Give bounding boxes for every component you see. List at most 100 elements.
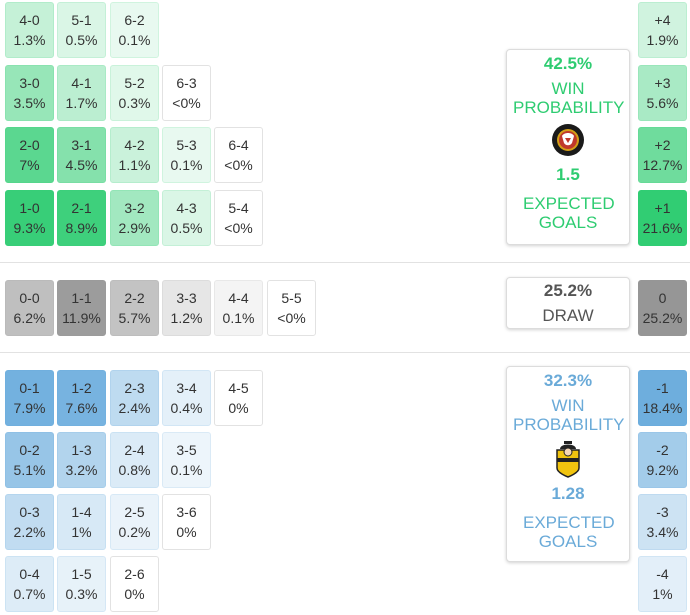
margin-cell: -3 3.4% bbox=[638, 494, 687, 550]
score-probability: 2.2% bbox=[13, 524, 46, 540]
score-probability: 0.1% bbox=[118, 32, 151, 48]
away-score-cell: 3-5 0.1% bbox=[162, 432, 211, 488]
section-divider bbox=[0, 352, 690, 353]
home-summary-card: 42.5% WIN PROBABILITY 1.5 EXPECTED GOALS bbox=[506, 49, 630, 245]
draw-score-cell: 0-0 6.2% bbox=[5, 280, 54, 336]
score-probability: 0.1% bbox=[170, 157, 203, 173]
away-club-crest-icon bbox=[556, 441, 580, 478]
score-label: 1-0 bbox=[19, 200, 40, 216]
score-label: 3-4 bbox=[176, 380, 197, 396]
score-probability: 0.5% bbox=[65, 32, 98, 48]
away-score-cell: 2-3 2.4% bbox=[110, 370, 159, 426]
score-probability: 7% bbox=[19, 157, 40, 173]
score-label: 3-0 bbox=[19, 75, 40, 91]
score-label: 0-1 bbox=[19, 380, 40, 396]
home-score-cell: 6-4 <0% bbox=[214, 127, 263, 183]
away-win-probability: 32.3% bbox=[543, 371, 593, 390]
margin-label: 0 bbox=[658, 290, 667, 306]
margin-probability: 9.2% bbox=[646, 462, 679, 478]
draw-score-cell: 3-3 1.2% bbox=[162, 280, 211, 336]
score-label: 1-1 bbox=[71, 290, 92, 306]
margin-probability: 1.9% bbox=[646, 32, 679, 48]
home-club-crest-icon bbox=[552, 124, 584, 156]
score-label: 3-3 bbox=[176, 290, 197, 306]
margin-cell: -4 1% bbox=[638, 556, 687, 612]
home-score-cell: 3-1 4.5% bbox=[57, 127, 106, 183]
draw-score-cell: 1-1 11.9% bbox=[57, 280, 106, 336]
home-score-cell: 2-1 8.9% bbox=[57, 190, 106, 246]
away-score-cell: 0-4 0.7% bbox=[5, 556, 54, 612]
score-label: 3-5 bbox=[176, 442, 197, 458]
margin-cell: -1 18.4% bbox=[638, 370, 687, 426]
score-label: 1-2 bbox=[71, 380, 92, 396]
score-label: 1-4 bbox=[71, 504, 92, 520]
away-score-cell: 2-4 0.8% bbox=[110, 432, 159, 488]
margin-probability: 25.2% bbox=[642, 310, 683, 326]
score-probability: 3.5% bbox=[13, 95, 46, 111]
score-probability: <0% bbox=[224, 220, 253, 236]
score-label: 0-3 bbox=[19, 504, 40, 520]
away-expected-goals: 1.28 bbox=[551, 484, 585, 503]
margin-probability: 12.7% bbox=[642, 157, 683, 173]
home-score-cell: 5-2 0.3% bbox=[110, 65, 159, 121]
score-probability: 0.2% bbox=[118, 524, 151, 540]
score-probability: 7.6% bbox=[65, 400, 98, 416]
draw-score-cell: 5-5 <0% bbox=[267, 280, 316, 336]
margin-probability: 1% bbox=[652, 586, 673, 602]
home-score-cell: 4-0 1.3% bbox=[5, 2, 54, 58]
home-score-cell: 6-3 <0% bbox=[162, 65, 211, 121]
score-probability: 1.2% bbox=[170, 310, 203, 326]
margin-label: +4 bbox=[654, 12, 671, 28]
score-label: 3-6 bbox=[176, 504, 197, 520]
score-probability: <0% bbox=[277, 310, 306, 326]
score-label: 4-4 bbox=[228, 290, 249, 306]
away-xg-label: EXPECTED GOALS bbox=[523, 513, 615, 551]
score-probability: 0.8% bbox=[118, 462, 151, 478]
away-score-cell: 1-5 0.3% bbox=[57, 556, 106, 612]
home-score-cell: 5-4 <0% bbox=[214, 190, 263, 246]
draw-probability: 25.2% bbox=[543, 281, 593, 300]
score-probability: 11.9% bbox=[62, 310, 101, 326]
score-probability: 1.7% bbox=[65, 95, 98, 111]
score-probability: 0.4% bbox=[170, 400, 203, 416]
score-label: 6-2 bbox=[124, 12, 145, 28]
score-label: 2-1 bbox=[71, 200, 92, 216]
margin-label: -2 bbox=[656, 442, 669, 458]
score-label: 4-0 bbox=[19, 12, 40, 28]
margin-label: -4 bbox=[656, 566, 669, 582]
score-probability: <0% bbox=[172, 95, 201, 111]
away-score-cell: 1-2 7.6% bbox=[57, 370, 106, 426]
score-label: 4-1 bbox=[71, 75, 92, 91]
margin-cell: +4 1.9% bbox=[638, 2, 687, 58]
home-win-label: WIN PROBABILITY bbox=[513, 79, 625, 117]
score-probability: 9.3% bbox=[13, 220, 46, 236]
away-score-cell: 3-4 0.4% bbox=[162, 370, 211, 426]
margin-cell: +3 5.6% bbox=[638, 65, 687, 121]
section-divider bbox=[0, 262, 690, 263]
score-label: 5-3 bbox=[176, 137, 197, 153]
score-probability: 0% bbox=[228, 400, 249, 416]
score-probability: 7.9% bbox=[13, 400, 46, 416]
home-win-probability: 42.5% bbox=[543, 54, 593, 73]
score-probability: 2.9% bbox=[118, 220, 151, 236]
margin-cell: +2 12.7% bbox=[638, 127, 687, 183]
draw-label: DRAW bbox=[542, 306, 594, 325]
score-probability: 1.1% bbox=[118, 157, 151, 173]
home-score-cell: 4-1 1.7% bbox=[57, 65, 106, 121]
away-score-cell: 4-5 0% bbox=[214, 370, 263, 426]
away-score-cell: 2-5 0.2% bbox=[110, 494, 159, 550]
home-score-cell: 4-3 0.5% bbox=[162, 190, 211, 246]
score-probability: 0.1% bbox=[222, 310, 255, 326]
score-probability: 1% bbox=[71, 524, 92, 540]
score-label: 2-4 bbox=[124, 442, 145, 458]
score-label: 2-5 bbox=[124, 504, 145, 520]
score-probability: 0% bbox=[176, 524, 197, 540]
draw-score-cell: 4-4 0.1% bbox=[214, 280, 263, 336]
home-score-cell: 4-2 1.1% bbox=[110, 127, 159, 183]
score-probability: 0.3% bbox=[118, 95, 151, 111]
away-score-cell: 0-2 5.1% bbox=[5, 432, 54, 488]
away-summary-card: 32.3% WIN PROBABILITY 1.28 EXPECTED GOAL… bbox=[506, 366, 630, 562]
score-probability: 4.5% bbox=[65, 157, 98, 173]
margin-probability: 5.6% bbox=[646, 95, 679, 111]
away-score-cell: 0-1 7.9% bbox=[5, 370, 54, 426]
